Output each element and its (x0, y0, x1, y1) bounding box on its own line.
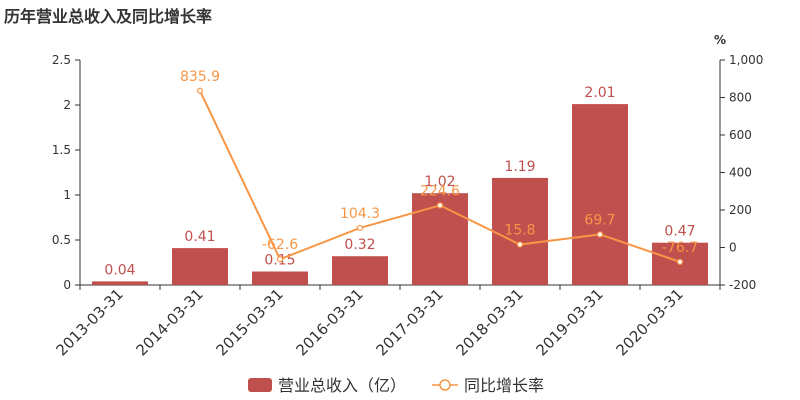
legend-label-growth: 同比增长率 (464, 376, 544, 395)
y-right-tick-label: 800 (729, 91, 752, 105)
bar-series (92, 104, 708, 285)
y-right-tick-label: 0 (729, 241, 737, 255)
line-point (436, 202, 444, 209)
x-tick-label: 2018-03-31 (452, 285, 526, 359)
y-left-tick-label: 1 (63, 188, 71, 202)
y-left-tick-label: 0 (63, 278, 71, 292)
bar (92, 281, 148, 285)
right-axis-unit: % (714, 33, 726, 47)
y-right-tick-label: 600 (729, 128, 752, 142)
y-right-tick-label: -200 (729, 278, 756, 292)
line-labels: 835.9 -62.6 104.3 224.6 15.8 69.7 -76.7 (180, 69, 698, 256)
bar-value-label: 1.19 (504, 159, 535, 175)
x-tick-label: 2017-03-31 (372, 285, 446, 359)
line-value-label: 15.8 (504, 223, 535, 239)
y-right-tick-label: 200 (729, 203, 752, 217)
bar-value-label: 1.02 (424, 174, 455, 190)
x-tick-label: 2019-03-31 (532, 285, 606, 359)
legend: 营业总收入（亿） 同比增长率 (248, 376, 544, 395)
bar-value-label: 0.41 (184, 229, 215, 245)
y-right-tick-label: 400 (729, 166, 752, 180)
bar-labels: 0.040.410.150.321.021.192.010.47 (104, 85, 695, 278)
bar (572, 104, 628, 285)
y-left-tick-label: 0.5 (52, 233, 71, 247)
bar-value-label: 0.47 (664, 224, 695, 240)
y-left-tick-label: 2.5 (52, 53, 71, 67)
line-series (196, 87, 684, 265)
line-point (356, 224, 364, 232)
line-value-label: -62.6 (262, 237, 298, 253)
line-value-label: 69.7 (584, 212, 615, 228)
x-tick-label: 2013-03-31 (52, 285, 126, 359)
bar (332, 256, 388, 285)
x-tick-label: 2014-03-31 (132, 285, 206, 359)
bar (412, 193, 468, 285)
line-value-label: 104.3 (340, 206, 380, 222)
line-value-label: 835.9 (180, 69, 220, 85)
bar (252, 271, 308, 285)
line-point (196, 87, 204, 94)
y-left-tick-label: 2 (63, 98, 71, 112)
x-tick-label: 2020-03-31 (612, 285, 686, 359)
line-point (276, 256, 284, 263)
x-tick-label: 2016-03-31 (292, 285, 366, 359)
bar-value-label: 0.32 (344, 237, 375, 253)
line-point (516, 241, 524, 248)
legend-marker-growth (439, 379, 451, 391)
x-tick-labels: 2013-03-31 2014-03-31 2015-03-31 2016-03-31… (52, 285, 686, 359)
y-left-tick-label: 1.5 (52, 143, 71, 157)
bar (172, 248, 228, 285)
line-point (596, 231, 604, 238)
bar-value-label: 0.04 (104, 262, 135, 278)
chart-title: 历年营业总收入及同比增长率 (4, 7, 212, 26)
bar-value-label: 2.01 (584, 85, 615, 101)
bar (492, 177, 548, 285)
line-value-label: -76.7 (662, 240, 698, 256)
y-right-tick-label: 1,000 (729, 53, 763, 67)
x-tick-label: 2015-03-31 (212, 285, 286, 359)
line-value-label: 224.6 (420, 183, 460, 199)
legend-swatch-revenue (248, 378, 272, 392)
line-point (676, 258, 684, 265)
legend-label-revenue: 营业总收入（亿） (278, 376, 406, 395)
